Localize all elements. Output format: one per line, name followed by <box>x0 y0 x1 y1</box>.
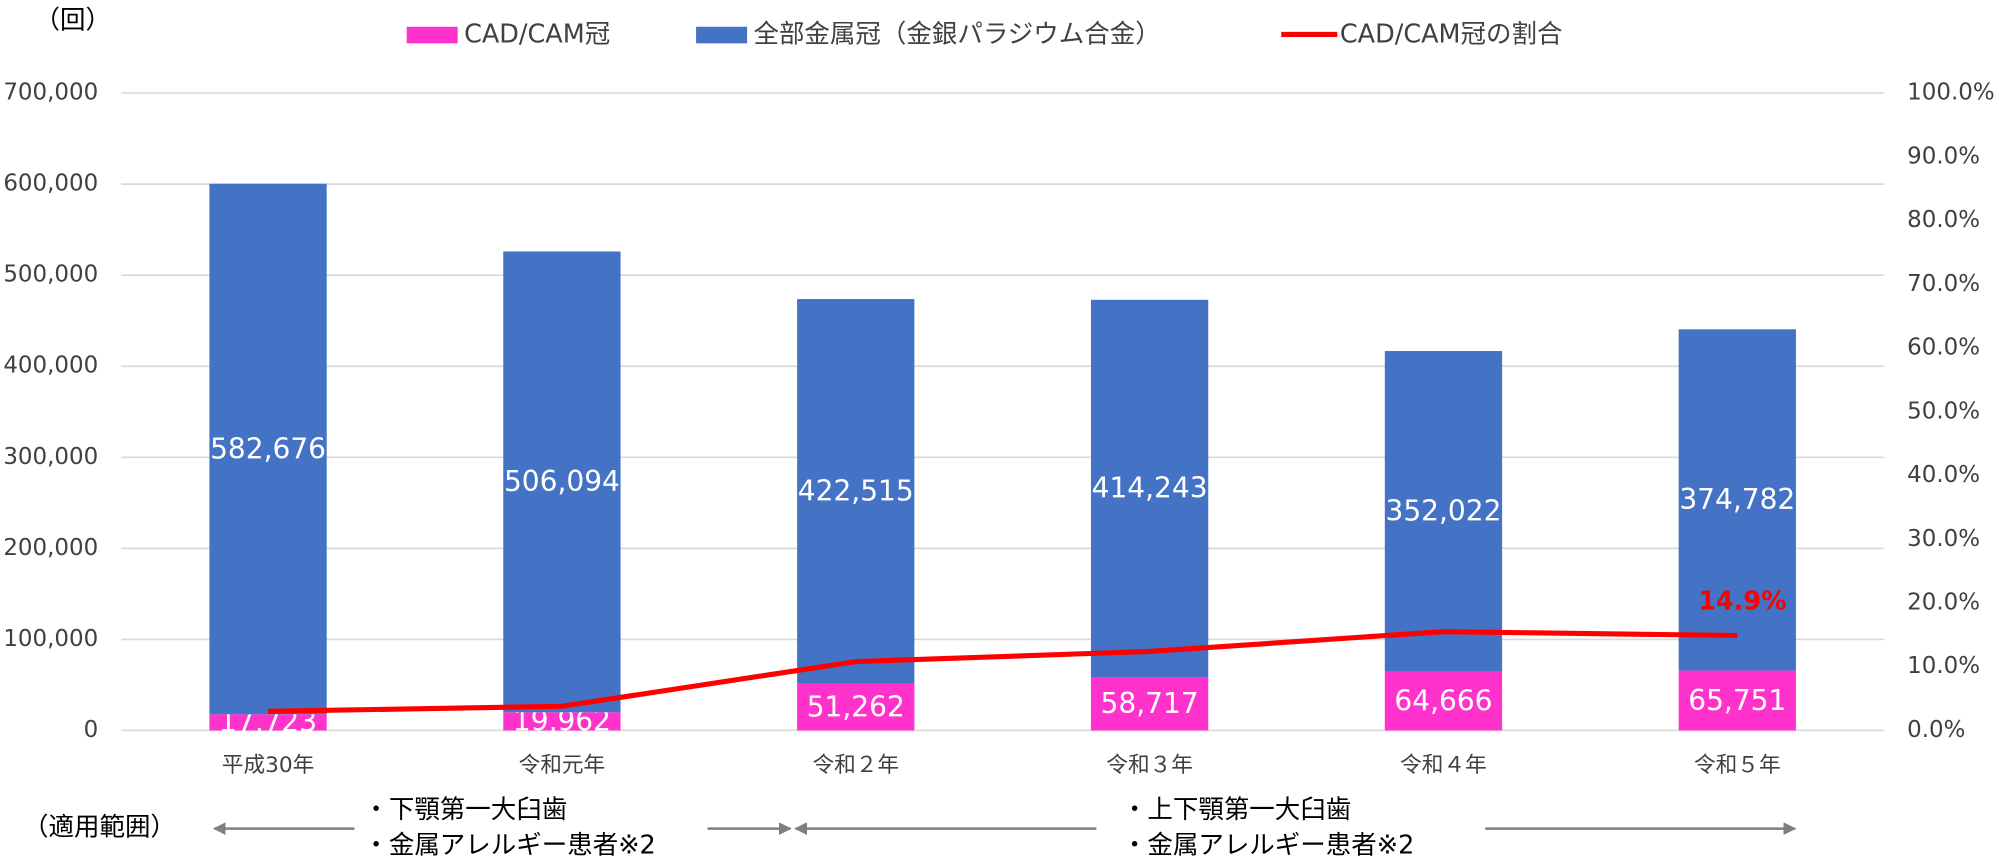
data-label: 64,666 <box>1394 684 1492 717</box>
bar <box>1384 351 1503 672</box>
data-label: 422,515 <box>798 475 914 508</box>
y2-tick-label: 0.0% <box>1907 717 1965 743</box>
y2-tick-label: 40.0% <box>1907 462 1980 488</box>
line <box>268 629 1738 714</box>
scope-label: （適用範囲） <box>23 813 176 843</box>
scope-text: ・上下顎第一大臼歯 <box>1122 795 1351 825</box>
x-tick-label: 令和５年 <box>1694 753 1781 778</box>
y-tick-label: 300,000 <box>3 444 98 470</box>
legend-swatch <box>696 26 748 44</box>
bar <box>1090 677 1209 731</box>
scope-text: ・金属アレルギー患者※2 <box>1122 830 1414 860</box>
legend-swatch <box>406 26 458 44</box>
y-tick-label: 0 <box>84 717 99 743</box>
y2-tick-label: 90.0% <box>1907 143 1980 169</box>
x-tick-label: 令和２年 <box>812 753 899 778</box>
data-label: 582,676 <box>210 432 326 465</box>
bar <box>1678 670 1796 731</box>
bar <box>503 251 621 713</box>
y2-tick-label: 60.0% <box>1907 335 1980 361</box>
y2-tick-label: 20.0% <box>1907 589 1980 615</box>
y-tick-label: 400,000 <box>3 353 98 379</box>
bar <box>209 714 327 731</box>
x-tick-label: 平成30年 <box>222 753 315 778</box>
y2-tick-label: 50.0% <box>1907 398 1980 424</box>
bar <box>797 299 915 684</box>
bar <box>503 712 621 731</box>
legend-label: 全部金属冠（金銀パラジウム合金） <box>753 20 1160 50</box>
data-label: 51,262 <box>807 690 905 723</box>
data-label: 374,782 <box>1679 483 1795 516</box>
data-label: 58,717 <box>1101 687 1199 720</box>
legend-label: CAD/CAM冠の割合 <box>1340 20 1563 50</box>
y2-tick-label: 100.0% <box>1907 80 1994 106</box>
scope-text: ・金属アレルギー患者※2 <box>363 830 655 860</box>
y2-tick-label: 80.0% <box>1907 207 1980 233</box>
x-tick-label: 令和元年 <box>519 753 606 778</box>
data-label: 352,022 <box>1385 495 1501 528</box>
legend-label: CAD/CAM冠 <box>464 20 610 50</box>
x-tick-label: 令和４年 <box>1400 753 1487 778</box>
scope-text: ・下顎第一大臼歯 <box>363 795 567 825</box>
bar <box>1678 329 1796 671</box>
y-tick-label: 100,000 <box>3 626 98 652</box>
bar <box>1384 671 1503 731</box>
bar <box>209 183 327 715</box>
bar <box>1090 299 1209 678</box>
x-tick-label: 令和３年 <box>1106 753 1193 778</box>
y-tick-label: 700,000 <box>3 80 98 106</box>
y2-tick-label: 70.0% <box>1907 271 1980 297</box>
line-data-label: 14.9% <box>1698 586 1786 616</box>
data-label: 414,243 <box>1092 472 1208 505</box>
data-label: 65,751 <box>1688 684 1786 717</box>
y2-tick-label: 10.0% <box>1907 653 1980 679</box>
bar <box>797 683 915 731</box>
data-label: 506,094 <box>504 465 620 498</box>
y2-tick-label: 30.0% <box>1907 526 1980 552</box>
unit-label: （回） <box>34 6 110 36</box>
y-tick-label: 200,000 <box>3 535 98 561</box>
y-tick-label: 600,000 <box>3 171 98 197</box>
y-tick-label: 500,000 <box>3 262 98 288</box>
